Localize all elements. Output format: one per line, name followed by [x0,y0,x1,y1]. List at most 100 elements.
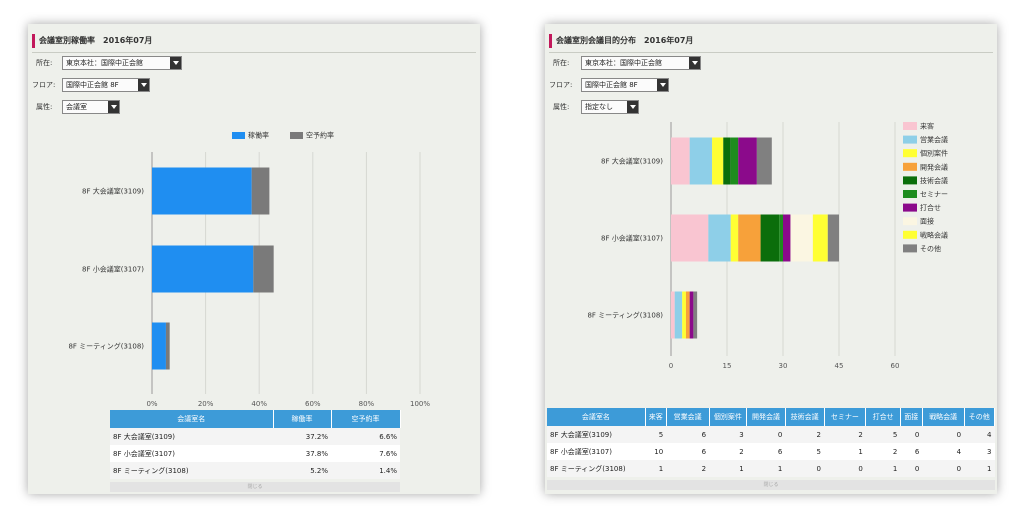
count-cell: 1 [709,460,747,477]
room-name-cell: 8F ミーティング(3108) [547,460,646,477]
bar-segment [671,214,709,262]
count-cell: 4 [922,443,965,460]
floor-select[interactable]: 国際中正会館 8F [62,78,150,92]
bar-segment [671,137,690,185]
bar-segment [760,214,780,262]
close-button[interactable]: 閉じる [547,480,995,490]
bar-segment [812,214,828,262]
count-cell: 2 [824,426,866,443]
bar-segment [693,291,698,339]
attribute-select[interactable]: 指定なし [581,100,639,114]
legend-label: セミナー [920,191,948,199]
chevron-down-icon [657,79,668,91]
column-header: 面接 [900,408,923,426]
legend-swatch [903,162,917,171]
x-tick-label: 100% [410,400,430,408]
legend-label: 個別案件 [920,149,948,158]
legend-label: 戦略会議 [920,230,948,239]
purpose-table: 会議室名 来客 営業会議 個別案件 開発会議 技術会議 セミナー 打合せ 面接 … [547,408,996,477]
bar-segment [685,291,690,339]
legend-swatch [903,135,917,144]
column-header: 営業会議 [666,408,710,426]
legend-swatch [903,176,917,185]
count-cell: 0 [824,460,866,477]
column-header: 来客 [645,408,667,426]
table-row: 8F ミーティング(3108) 1 2 1 1 0 0 1 0 0 1 [547,460,995,477]
empty-reservation-cell: 1.4% [331,462,400,479]
count-cell: 1 [746,460,786,477]
legend-label: その他 [920,244,941,253]
bar-segment [253,245,274,293]
bar-segment [738,137,757,185]
column-header: 開発会議 [746,408,786,426]
bar-segment [674,291,683,339]
purpose-chart: 0 15 30 45 60 8F 大会議室(3109) 8F 小会議室(3107) 8F ミー… [587,122,948,371]
location-label: 所在: [553,59,570,67]
bar-segment [165,322,170,370]
column-header: 個別案件 [709,408,748,426]
room-name-cell: 8F 大会議室(3109) [110,428,273,445]
attribute-label: 属性: [36,103,53,111]
x-tick-label: 80% [359,400,375,408]
table-row: 8F 大会議室(3109) 5 6 3 0 2 2 5 0 0 4 [547,426,995,443]
chevron-down-icon [170,57,181,69]
legend-label: 面接 [920,217,934,226]
count-cell: 0 [785,460,825,477]
floor-select[interactable]: 国際中正会館 8F [581,78,669,92]
column-header: 稼働率 [273,410,332,428]
table-row: 8F 小会議室(3107) 37.8% 7.6% [110,445,400,462]
location-select-value: 東京本社：国際中正会館 [66,59,143,67]
count-cell: 0 [922,426,965,443]
empty-reservation-cell: 6.6% [331,428,400,445]
count-cell: 2 [666,460,710,477]
legend-label: 技術会議 [920,176,948,185]
occupancy-cell: 37.2% [273,428,331,445]
column-header: セミナー [824,408,867,426]
column-header: 会議室名 [547,408,646,426]
category-label: 8F ミーティング(3108) [68,342,144,351]
count-cell: 4 [964,426,995,443]
bar-segment [712,137,724,185]
floor-select-value: 国際中正会館 8F [585,81,638,89]
bar-segment [152,167,252,215]
occupancy-table: 会議室名 稼働率 空予約率 8F 大会議室(3109) 37.2% 6.6% 8… [110,410,401,479]
bar-segment [152,245,254,293]
count-cell: 0 [900,460,923,477]
panel-title: 会議室別会議目的分布 2016年07月 [549,34,693,48]
location-select-value: 東京本社：国際中正会館 [585,59,662,67]
column-header: 会議室名 [110,410,274,428]
count-cell: 5 [785,443,825,460]
attribute-label: 属性: [553,103,570,111]
count-cell: 6 [666,443,710,460]
x-tick-label: 30 [779,362,788,370]
x-tick-label: 40% [251,400,267,408]
category-label: 8F 小会議室(3107) [82,265,144,274]
attribute-select-value: 会議室 [66,103,87,111]
count-cell: 6 [900,443,923,460]
legend-swatch [903,244,917,253]
close-button[interactable]: 閉じる [110,482,400,492]
legend-swatch [903,230,917,239]
legend-swatch [903,203,917,212]
room-name-cell: 8F 大会議室(3109) [547,426,646,443]
count-cell: 1 [865,460,901,477]
column-header: 戦略会議 [922,408,965,426]
count-cell: 2 [709,443,747,460]
count-cell: 0 [922,460,965,477]
legend-swatch [903,190,917,198]
x-tick-label: 0% [146,400,157,408]
category-label: 8F 小会議室(3107) [601,234,663,243]
bar-segment [682,291,686,339]
legend-swatch [903,122,917,130]
location-select[interactable]: 東京本社：国際中正会館 [581,56,701,70]
bar-segment [730,214,739,262]
count-cell: 6 [746,443,786,460]
bar-segment [738,214,761,262]
title-divider [549,52,993,53]
attribute-select[interactable]: 会議室 [62,100,120,114]
count-cell: 0 [900,426,923,443]
count-cell: 1 [964,460,995,477]
x-tick-label: 0 [669,362,673,370]
count-cell: 2 [785,426,825,443]
location-select[interactable]: 東京本社：国際中正会館 [62,56,182,70]
